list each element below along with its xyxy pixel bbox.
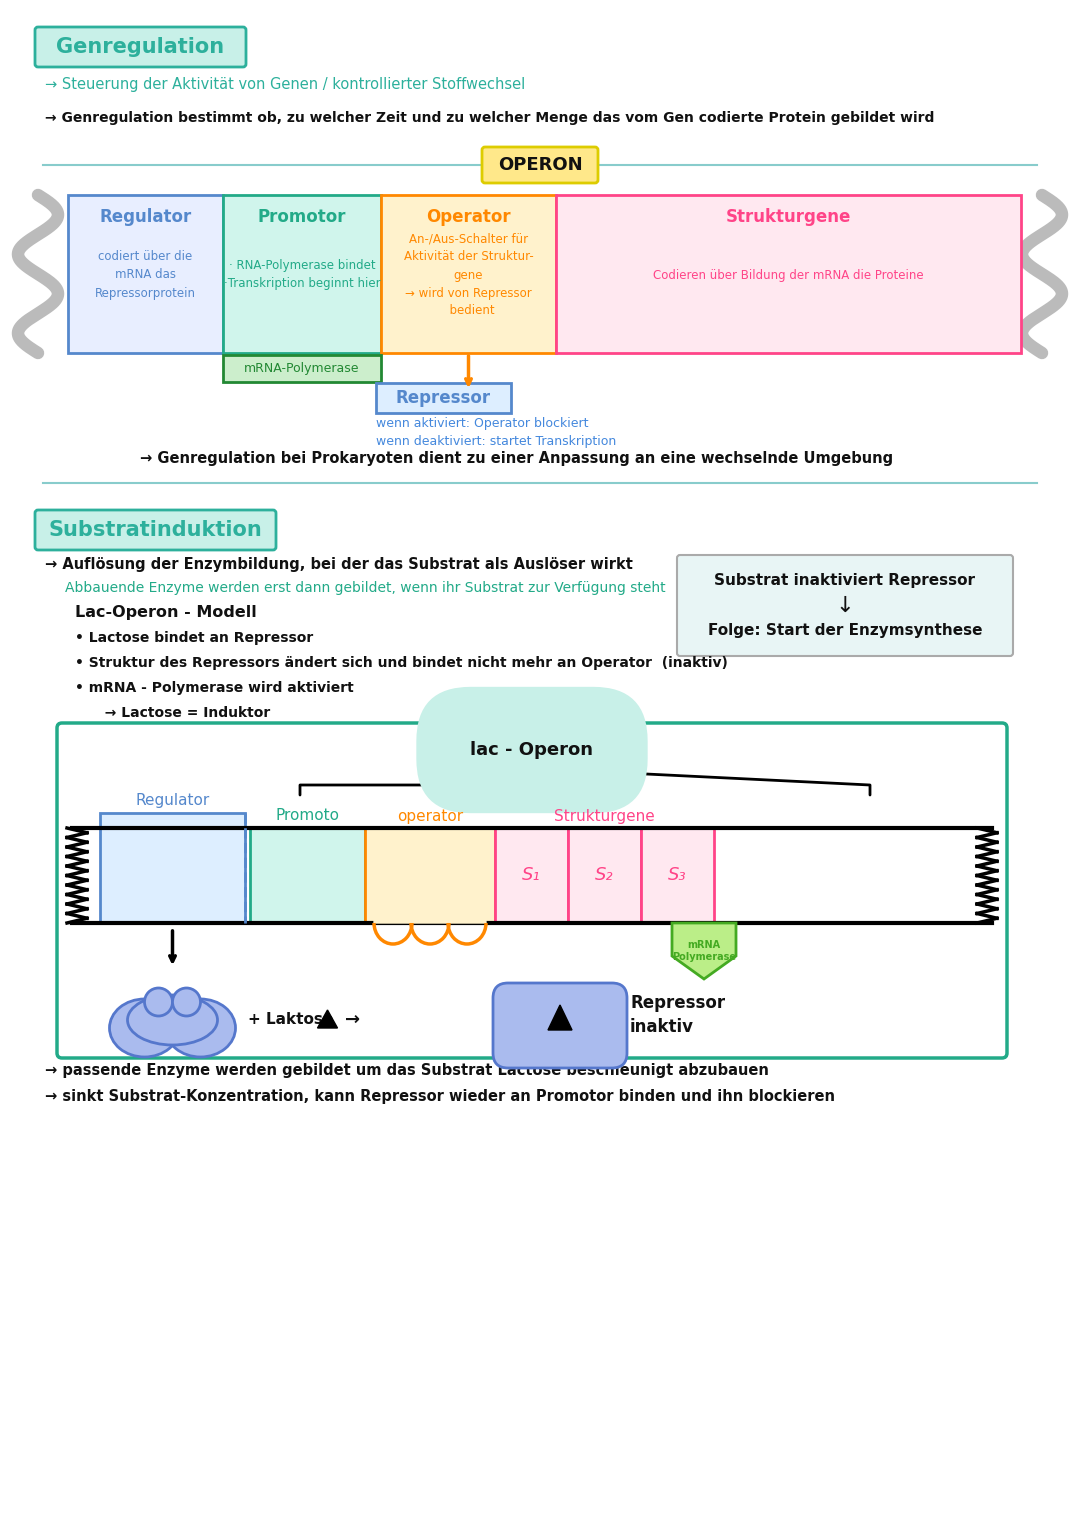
Text: →: →	[346, 1011, 361, 1029]
Text: Abbauende Enzyme werden erst dann gebildet, wenn ihr Substrat zur Verfügung steh: Abbauende Enzyme werden erst dann gebild…	[65, 580, 665, 596]
Text: → passende Enzyme werden gebildet um das Substrat Lactose beschleunigt abzubauen: → passende Enzyme werden gebildet um das…	[45, 1063, 769, 1078]
Ellipse shape	[145, 988, 173, 1015]
Text: • Struktur des Repressors ändert sich und bindet nicht mehr an Operator  (inakti: • Struktur des Repressors ändert sich un…	[75, 657, 728, 670]
Text: Strukturgene: Strukturgene	[554, 808, 654, 823]
Bar	[365, 828, 495, 922]
Polygon shape	[672, 922, 735, 979]
Text: operator: operator	[397, 808, 463, 823]
Text: Regulator: Regulator	[135, 794, 210, 808]
Text: Substrat inaktiviert Repressor: Substrat inaktiviert Repressor	[715, 573, 975, 588]
Polygon shape	[374, 902, 411, 922]
Bar	[222, 195, 381, 353]
Text: Operator: Operator	[427, 208, 511, 226]
Text: S₂: S₂	[595, 866, 613, 884]
FancyBboxPatch shape	[57, 722, 1007, 1058]
Ellipse shape	[165, 999, 235, 1057]
Text: mRNA-Polymerase: mRNA-Polymerase	[244, 362, 360, 376]
Text: → Lactose = Induktor: → Lactose = Induktor	[95, 705, 270, 721]
Text: Promotor: Promotor	[258, 208, 347, 226]
Polygon shape	[448, 902, 486, 922]
Text: → Genregulation bestimmt ob, zu welcher Zeit und zu welcher Menge das vom Gen co: → Genregulation bestimmt ob, zu welcher …	[45, 111, 934, 125]
Bar	[495, 828, 568, 922]
Ellipse shape	[173, 988, 201, 1015]
Text: mRNA
Polymerase: mRNA Polymerase	[672, 939, 735, 962]
Text: Genregulation: Genregulation	[56, 37, 225, 56]
Text: codiert über die
mRNA das
Repressorprotein: codiert über die mRNA das Repressorprote…	[95, 250, 195, 299]
Text: Strukturgene: Strukturgene	[726, 208, 851, 226]
Text: Codieren über Bildung der mRNA die Proteine: Codieren über Bildung der mRNA die Prote…	[653, 269, 923, 281]
Bar	[568, 828, 642, 922]
Text: + Laktose: + Laktose	[247, 1012, 333, 1028]
Bar	[642, 828, 714, 922]
Bar	[249, 828, 365, 922]
FancyBboxPatch shape	[482, 147, 598, 183]
Polygon shape	[548, 1005, 572, 1031]
Polygon shape	[411, 902, 449, 922]
FancyBboxPatch shape	[677, 554, 1013, 657]
Text: → Auflösung der Enzymbildung, bei der das Substrat als Auslöser wirkt: → Auflösung der Enzymbildung, bei der da…	[45, 557, 633, 573]
Text: → Genregulation bei Prokaryoten dient zu einer Anpassung an eine wechselnde Umge: → Genregulation bei Prokaryoten dient zu…	[140, 450, 893, 466]
Text: Repressor
inaktiv: Repressor inaktiv	[630, 994, 725, 1037]
Text: wenn aktiviert: Operator blockiert: wenn aktiviert: Operator blockiert	[376, 417, 589, 429]
Text: → sinkt Substrat-Konzentration, kann Repressor wieder an Promotor binden und ihn: → sinkt Substrat-Konzentration, kann Rep…	[45, 1089, 835, 1104]
Ellipse shape	[109, 999, 179, 1057]
Text: OPERON: OPERON	[498, 156, 582, 174]
Text: lac - Operon: lac - Operon	[471, 741, 594, 759]
Bar	[100, 812, 245, 922]
Bar	[556, 195, 1021, 353]
Text: Lac-Operon - Modell: Lac-Operon - Modell	[75, 606, 257, 620]
Text: ↓: ↓	[836, 596, 854, 615]
Text: → Steuerung der Aktivität von Genen / kontrollierter Stoffwechsel: → Steuerung der Aktivität von Genen / ko…	[45, 78, 525, 93]
FancyBboxPatch shape	[492, 983, 627, 1067]
Bar	[68, 195, 222, 353]
Text: • Lactose bindet an Repressor: • Lactose bindet an Repressor	[75, 631, 313, 644]
Bar	[376, 383, 511, 412]
Ellipse shape	[127, 996, 217, 1044]
Text: S₁: S₁	[523, 866, 541, 884]
Bar	[381, 195, 556, 353]
Text: · RNA-Polymerase bindet
·Transkription beginnt hier: · RNA-Polymerase bindet ·Transkription b…	[224, 260, 380, 290]
Text: wenn deaktiviert: startet Transkription: wenn deaktiviert: startet Transkription	[376, 435, 617, 447]
Text: An-/Aus-Schalter für
Aktivität der Struktur-
gene
→ wird von Repressor
  bedient: An-/Aus-Schalter für Aktivität der Struk…	[404, 232, 534, 318]
FancyBboxPatch shape	[35, 27, 246, 67]
Text: Promoto: Promoto	[275, 808, 339, 823]
Text: Regulator: Regulator	[99, 208, 191, 226]
Text: Folge: Start der Enzymsynthese: Folge: Start der Enzymsynthese	[707, 623, 982, 637]
Bar	[222, 354, 381, 382]
Text: Repressor: Repressor	[396, 389, 491, 408]
Text: S₃: S₃	[669, 866, 687, 884]
Text: • mRNA - Polymerase wird aktiviert: • mRNA - Polymerase wird aktiviert	[75, 681, 354, 695]
Polygon shape	[318, 1009, 337, 1028]
Text: Substratinduktion: Substratinduktion	[49, 521, 262, 541]
FancyBboxPatch shape	[35, 510, 276, 550]
